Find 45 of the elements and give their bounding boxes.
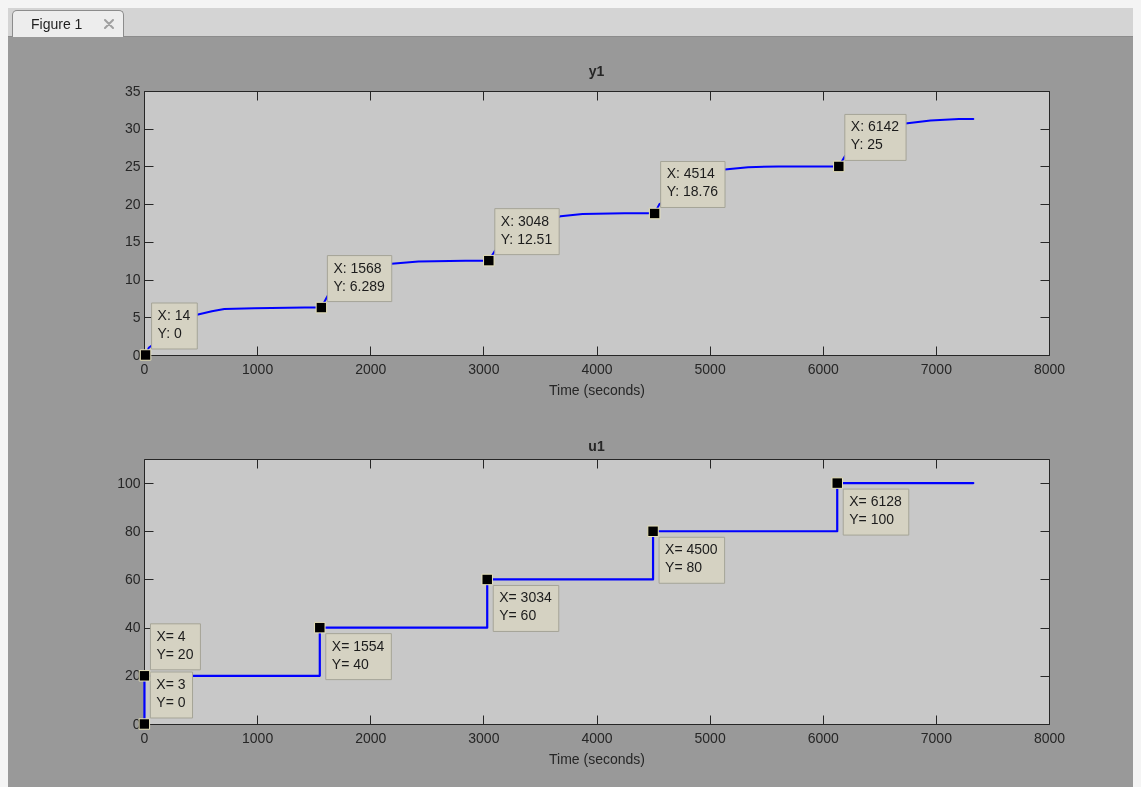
x-tick-label: 7000 xyxy=(920,729,953,746)
chart-title: u1 xyxy=(588,437,605,454)
annotation: X= 4 Y= 20 xyxy=(156,627,194,662)
annotation: X: 6142 Y: 25 xyxy=(850,118,900,153)
chart-title: y1 xyxy=(588,63,605,79)
x-tick-label: 8000 xyxy=(1033,729,1066,746)
x-tick-label: 1000 xyxy=(242,729,274,746)
x-tick-label: 1000 xyxy=(242,360,274,377)
x-tick-label: 6000 xyxy=(807,360,840,377)
y-tick-label: 30 xyxy=(124,120,141,137)
caption: Figure 1 xyxy=(31,16,83,32)
annotation: X: 4514 Y: 18.76 xyxy=(666,165,719,200)
x-tick-label: 3000 xyxy=(468,360,500,377)
x-tick-label: 5000 xyxy=(694,360,726,377)
y-tick-label: 20 xyxy=(124,195,141,212)
annotation: X= 4500 Y= 80 xyxy=(665,541,718,576)
x-axis-title: Time (seconds) xyxy=(549,750,645,767)
y-tick-label: 0 xyxy=(132,346,141,363)
y-tick-label: 15 xyxy=(124,233,141,250)
y-tick-label: 100 xyxy=(117,474,141,491)
y-tick-label: 10 xyxy=(124,271,141,288)
annotation: X= 3 Y= 0 xyxy=(156,676,186,710)
y-tick-label: 20 xyxy=(124,667,141,684)
annotation: X: 14 Y: 0 xyxy=(157,307,191,341)
x-tick-label: 6000 xyxy=(807,729,840,746)
y-tick-label: 35 xyxy=(124,82,141,99)
x-tick-label: 7000 xyxy=(920,360,953,377)
y-tick-label: 5 xyxy=(132,308,141,325)
annotation: X= 3034 Y= 60 xyxy=(499,589,552,624)
annotation: X= 6128 Y= 100 xyxy=(849,493,902,528)
x-tick-label: 4000 xyxy=(581,729,613,746)
x-tick-label: 2000 xyxy=(355,360,387,377)
x-tick-label: 5000 xyxy=(694,729,726,746)
annotation: X: 1568 Y: 6.289 xyxy=(333,259,385,294)
annotation: X: 3048 Y: 12.51 xyxy=(500,212,553,247)
y-tick-label: 80 xyxy=(124,522,141,539)
y-tick-label: 25 xyxy=(124,157,141,174)
x-tick-label: 3000 xyxy=(468,729,500,746)
y-tick-label: 40 xyxy=(124,619,141,636)
x-tick-label: 4000 xyxy=(581,360,613,377)
x-tick-label: 8000 xyxy=(1033,360,1066,377)
annotation: X= 1554 Y= 40 xyxy=(331,637,385,672)
y-tick-label: 60 xyxy=(124,570,141,587)
x-axis-title: Time (seconds) xyxy=(549,381,645,398)
x-tick-label: 2000 xyxy=(355,729,387,746)
